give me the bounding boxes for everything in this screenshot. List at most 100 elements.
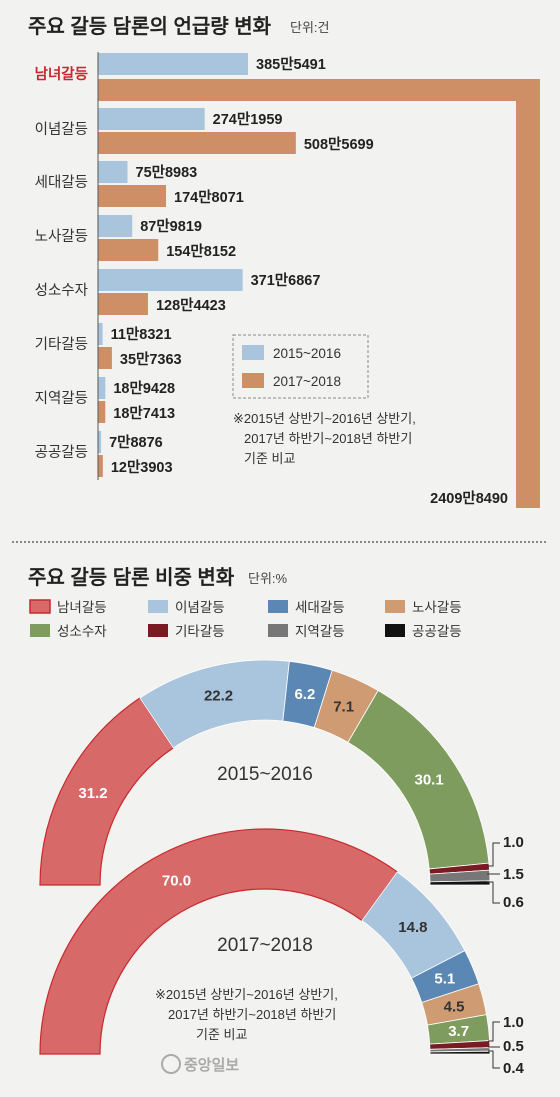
pie-chart-title: 주요 갈등 담론 비중 변화 xyxy=(28,566,235,589)
bar-value-label-2015: 75만8983 xyxy=(136,164,198,181)
bar-2017 xyxy=(98,455,103,477)
donut-value-label: 14.8 xyxy=(398,919,427,936)
legend-swatch-2015 xyxy=(242,345,264,360)
bar-note-line-2: 2017년 하반기~2018년 하반기 xyxy=(244,431,412,446)
legend-label-2017: 2017~2018 xyxy=(273,374,341,389)
legend-label: 지역갈등 xyxy=(295,624,345,639)
donut-value-label: 1.0 xyxy=(503,1014,524,1031)
bar-2017 xyxy=(98,347,112,369)
bar-value-label-2015: 274만1959 xyxy=(213,111,283,128)
category-label: 남녀갈등 xyxy=(35,66,88,83)
donut-2017-label: 2017~2018 xyxy=(217,935,313,956)
legend-label: 이념갈등 xyxy=(175,600,225,615)
bar-2017 xyxy=(98,293,148,315)
bar-legend: 2015~2016 2017~2018 xyxy=(232,334,369,399)
legend-swatch xyxy=(385,600,405,613)
bar-value-label-2017: 12만3903 xyxy=(111,459,173,476)
bar-2015 xyxy=(98,108,205,130)
bar-note-line-3: 기준 비교 xyxy=(244,451,295,466)
donut-segment xyxy=(39,828,399,1055)
pie-chart-unit: 단위:% xyxy=(248,571,288,586)
legend-swatch xyxy=(268,624,288,637)
donut-value-label: 22.2 xyxy=(204,688,233,705)
callout-line xyxy=(487,881,500,904)
donut-segment xyxy=(429,1050,491,1055)
category-label: 지역갈등 xyxy=(35,390,88,407)
donut-value-label: 3.7 xyxy=(448,1023,469,1040)
bar-2015 xyxy=(98,323,103,345)
donut-value-label: 30.1 xyxy=(414,772,443,789)
bar-value-label-2015: 18만9428 xyxy=(113,380,175,397)
bar-group: 남녀갈등 385만5491 2409만8490 이념갈등 274만1959 508만569… xyxy=(35,53,540,508)
donut-value-label: 1.5 xyxy=(503,866,524,883)
legend-swatch-2017 xyxy=(242,373,264,388)
category-label: 성소수자 xyxy=(35,282,88,299)
bar-chart-unit: 단위:건 xyxy=(290,20,330,35)
legend-swatch xyxy=(30,624,50,637)
legend-swatch xyxy=(148,600,168,613)
donut-value-label: 31.2 xyxy=(78,785,107,802)
logo: 중앙일보 xyxy=(161,1054,239,1074)
bar-2015 xyxy=(98,377,106,399)
bar-value-label-2017: 174만8071 xyxy=(174,189,244,206)
bar-2017 xyxy=(98,239,159,261)
legend-label: 남녀갈등 xyxy=(57,600,107,615)
pie-note: ※2015년 상반기~2016년 상반기, 2017년 하반기~2018년 하반… xyxy=(155,987,338,1042)
donut-value-label: 1.0 xyxy=(503,834,524,851)
donut-value-label: 0.5 xyxy=(503,1038,524,1055)
donut-group: 31.2 22.2 6.2 7.1 30.1 1.0 1.5 0.6 70.0 14.8 5.1 4.… xyxy=(39,659,525,1077)
legend-label: 노사갈등 xyxy=(412,600,462,615)
bar-2015 xyxy=(98,269,243,291)
bar-value-label-2017: 35만7363 xyxy=(120,351,182,368)
callout-line xyxy=(488,1021,500,1042)
logo-icon xyxy=(161,1054,181,1074)
donut-value-label: 7.1 xyxy=(333,699,354,716)
bar-value-label-2017: 18만7413 xyxy=(113,405,175,422)
legend-label-2015: 2015~2016 xyxy=(273,346,341,361)
callout-line xyxy=(487,842,500,867)
donut-value-label: 4.5 xyxy=(444,998,465,1015)
bar-2015 xyxy=(98,431,102,453)
category-label: 이념갈등 xyxy=(35,121,88,138)
bar-2015 xyxy=(98,53,248,75)
bar-value-label-2015: 11만8321 xyxy=(111,326,172,343)
legend-swatch xyxy=(29,599,51,614)
bar-2017 xyxy=(98,132,296,154)
donut-value-label: 6.2 xyxy=(294,686,315,703)
bar-value-label-2017: 154만8152 xyxy=(166,243,236,260)
bar-2015 xyxy=(98,215,133,237)
bar-2015 xyxy=(98,161,128,183)
legend-label: 세대갈등 xyxy=(295,600,345,615)
bar-value-label-2015: 385만5491 xyxy=(256,56,326,73)
donut-value-label: 70.0 xyxy=(162,872,191,889)
bar-value-label-2015: 371만6867 xyxy=(251,272,321,289)
legend-label: 기타갈등 xyxy=(175,624,225,639)
pie-note-line-1: ※2015년 상반기~2016년 상반기, xyxy=(155,987,338,1002)
donut-2015-label: 2015~2016 xyxy=(217,764,313,785)
legend-swatch xyxy=(385,624,405,637)
bar-note: ※2015년 상반기~2016년 상반기, 2017년 하반기~2018년 하반… xyxy=(233,411,416,466)
logo-text: 중앙일보 xyxy=(184,1056,239,1074)
legend-swatch xyxy=(148,624,168,637)
bar-value-label-2017: 2409만8490 xyxy=(430,490,508,507)
bar-value-label-2017: 508만5699 xyxy=(304,136,374,153)
bar-value-label-2015: 87만9819 xyxy=(140,218,202,235)
donut-segment xyxy=(429,880,491,886)
donut-value-label: 5.1 xyxy=(434,971,455,988)
bar-value-label-2015: 7만8876 xyxy=(109,434,163,451)
callout-line xyxy=(488,1050,500,1069)
pie-note-line-2: 2017년 하반기~2018년 하반기 xyxy=(168,1007,336,1022)
category-label: 세대갈등 xyxy=(35,174,88,191)
donut-value-label: 0.6 xyxy=(503,894,524,911)
bar-2017 xyxy=(98,401,106,423)
category-label: 노사갈등 xyxy=(35,228,88,245)
legend-label: 성소수자 xyxy=(57,624,107,639)
bar-2017 xyxy=(98,185,167,207)
bar-note-line-1: ※2015년 상반기~2016년 상반기, xyxy=(233,411,416,426)
pie-note-line-3: 기준 비교 xyxy=(196,1027,247,1042)
bar-value-label-2017: 128만4423 xyxy=(156,297,226,314)
bar-chart-title: 주요 갈등 담론의 언급량 변화 xyxy=(28,15,272,38)
donut-value-label: 0.4 xyxy=(503,1060,525,1077)
